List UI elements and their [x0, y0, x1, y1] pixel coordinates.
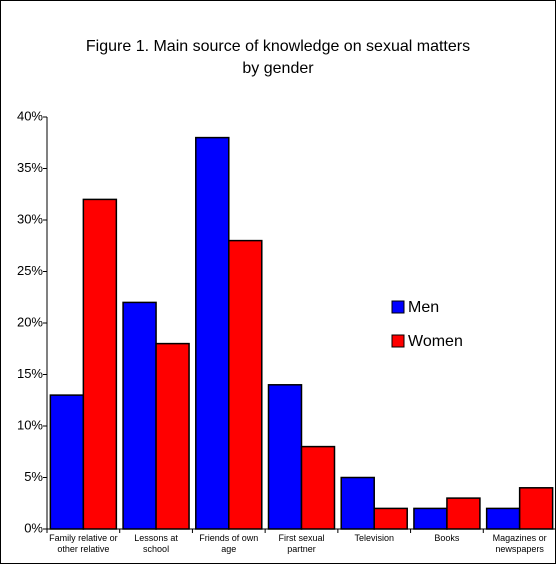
bar: [155, 342, 190, 530]
y-tick-label: 35%: [17, 160, 43, 175]
bar: [518, 487, 554, 530]
bar: [300, 445, 336, 530]
bar: [485, 507, 521, 530]
y-tick-label: 15%: [17, 366, 43, 381]
chart-title: by gender: [242, 60, 314, 77]
x-tick-label: Family relative or other relative: [49, 533, 118, 554]
legend-swatch: [391, 300, 405, 314]
bar: [373, 507, 408, 530]
x-tick-label: Magazines or newspapers: [492, 533, 547, 554]
bar: [267, 384, 303, 530]
y-tick-label: 30%: [17, 211, 43, 226]
y-tick-label: 0%: [24, 520, 43, 535]
bar: [446, 497, 481, 530]
x-tick-label: Television: [354, 533, 394, 543]
bar: [122, 301, 157, 530]
x-tick-label: Friends of own age: [199, 533, 259, 554]
legend-swatch: [391, 334, 405, 348]
x-tick-label: Books: [434, 533, 460, 543]
bar: [413, 507, 448, 530]
bar: [340, 476, 375, 530]
bar: [49, 394, 85, 530]
chart-title: Figure 1. Main source of knowledge on se…: [86, 38, 470, 55]
y-tick-label: 40%: [17, 108, 43, 123]
bar: [82, 198, 118, 530]
y-tick-label: 10%: [17, 417, 43, 432]
legend-label: Men: [408, 299, 439, 316]
x-tick-label: Lessons at school: [134, 533, 178, 554]
y-tick-label: 25%: [17, 263, 43, 278]
bar: [228, 239, 263, 530]
y-tick-label: 5%: [24, 469, 43, 484]
legend-label: Women: [408, 333, 463, 350]
y-tick-label: 20%: [17, 314, 43, 329]
x-tick-label: First sexual partner: [278, 533, 325, 554]
bar: [195, 136, 230, 530]
